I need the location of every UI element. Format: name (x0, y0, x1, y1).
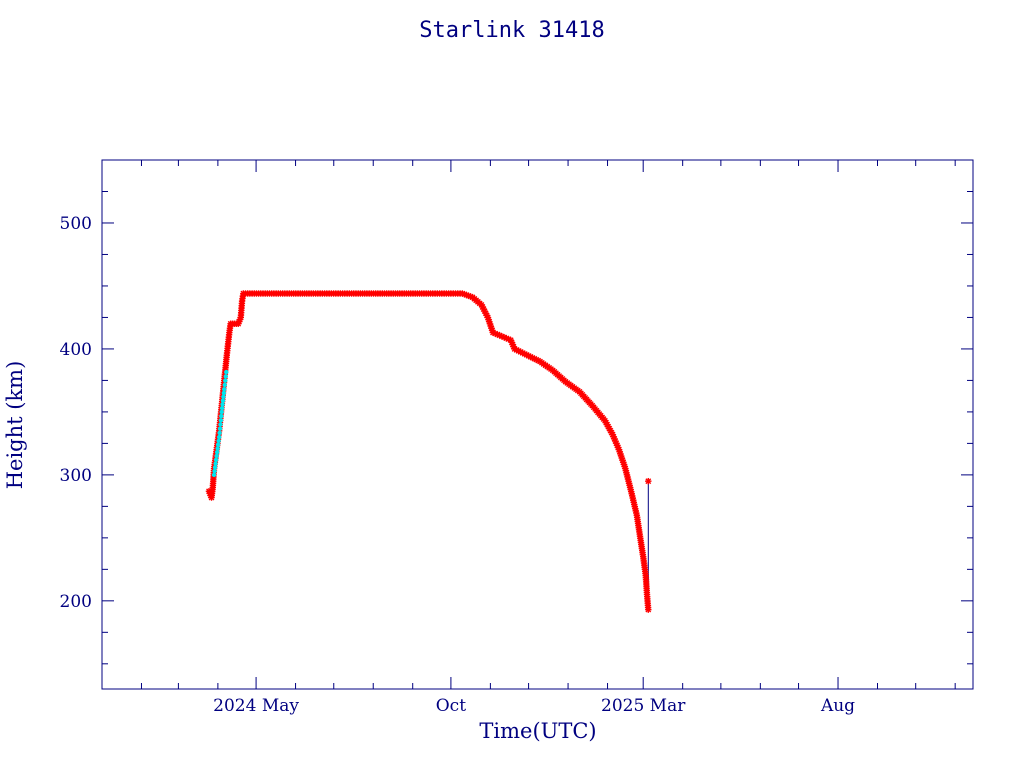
series-line (208, 293, 649, 610)
data-point-alt (219, 405, 225, 411)
data-point-alt (222, 382, 227, 388)
x-tick-label: Oct (436, 696, 466, 716)
data-point-alt (218, 418, 224, 423)
y-tick-label: 200 (60, 592, 92, 612)
data-point-alt (219, 413, 224, 419)
data-point-alt (214, 450, 220, 455)
data-point-alt (215, 446, 220, 451)
data-point-alt (213, 457, 219, 462)
data-point (645, 477, 652, 485)
data-point-alt (220, 398, 226, 403)
data-point-alt (218, 422, 223, 427)
data-point-alt (221, 394, 226, 399)
plot-frame (101, 159, 974, 690)
data-point-alt (216, 434, 222, 440)
x-axis-ticks: 2024 May Oct 2025 Mar Aug (101, 160, 956, 716)
data-point-alt (223, 378, 228, 383)
y-tick-label: 400 (60, 340, 92, 360)
data-point-alt (224, 369, 229, 375)
data-point-alt (219, 409, 224, 415)
x-axis-title: Time(UTC) (479, 719, 596, 743)
chart-title: Starlink 31418 (419, 18, 604, 43)
data-point-alt (216, 438, 221, 444)
y-axis-ticks: 200 300 400 500 (60, 159, 973, 665)
data-point-alt (214, 453, 219, 459)
data-point-alt (212, 465, 218, 470)
y-tick-label: 500 (60, 214, 92, 234)
series-points (205, 290, 652, 613)
data-point-alt (221, 390, 227, 396)
data-point-alt (212, 468, 217, 474)
data-point-alt (215, 442, 221, 447)
data-point-alt (211, 472, 217, 478)
data-point-alt (213, 461, 218, 466)
data-point (645, 606, 652, 613)
x-tick-label: Aug (820, 696, 855, 716)
data-point-alt (223, 374, 228, 379)
data-point-alt (217, 430, 222, 436)
y-tick-label: 300 (60, 466, 92, 486)
data-point-alt (222, 387, 227, 392)
data-point-alt (217, 426, 223, 431)
series-polyline (208, 293, 649, 610)
x-tick-label: 2024 May (213, 696, 299, 716)
data-point-alt (220, 402, 225, 407)
y-axis-title: Height (km) (3, 361, 27, 490)
x-tick-label: 2025 Mar (601, 696, 686, 716)
